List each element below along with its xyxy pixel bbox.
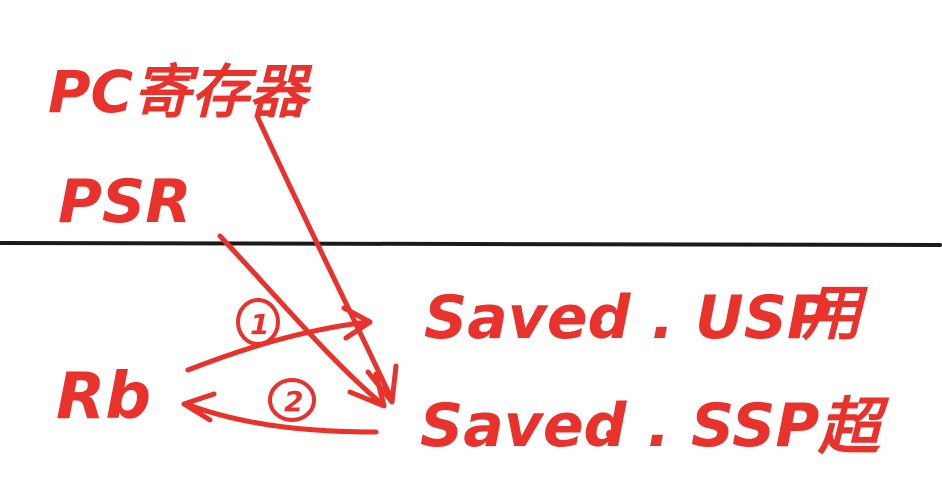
label-rb: Rb	[56, 360, 151, 434]
divider-line	[0, 241, 942, 247]
arrow-rb-to-usp	[185, 305, 373, 373]
step-2-circle	[268, 378, 316, 422]
step-1-number: 1	[250, 308, 269, 341]
step-2-number: 2	[284, 385, 303, 418]
ssp-dot	[606, 430, 614, 438]
arrow-pc-to-ssp	[255, 115, 399, 405]
step-1-circle	[236, 298, 280, 346]
arrow-ssp-to-rb	[181, 391, 379, 435]
label-saved-ssp: Saved . SSP	[420, 391, 819, 461]
usp-dot	[594, 318, 602, 326]
label-pc-register: PC寄存器	[48, 58, 313, 126]
label-saved-usp: Saved . USP	[424, 283, 831, 353]
label-super-char: 超	[817, 390, 890, 463]
label-psr: PSR	[58, 167, 191, 237]
label-user-char: 用	[801, 279, 868, 349]
arrow-psr-to-ssp	[217, 233, 387, 409]
